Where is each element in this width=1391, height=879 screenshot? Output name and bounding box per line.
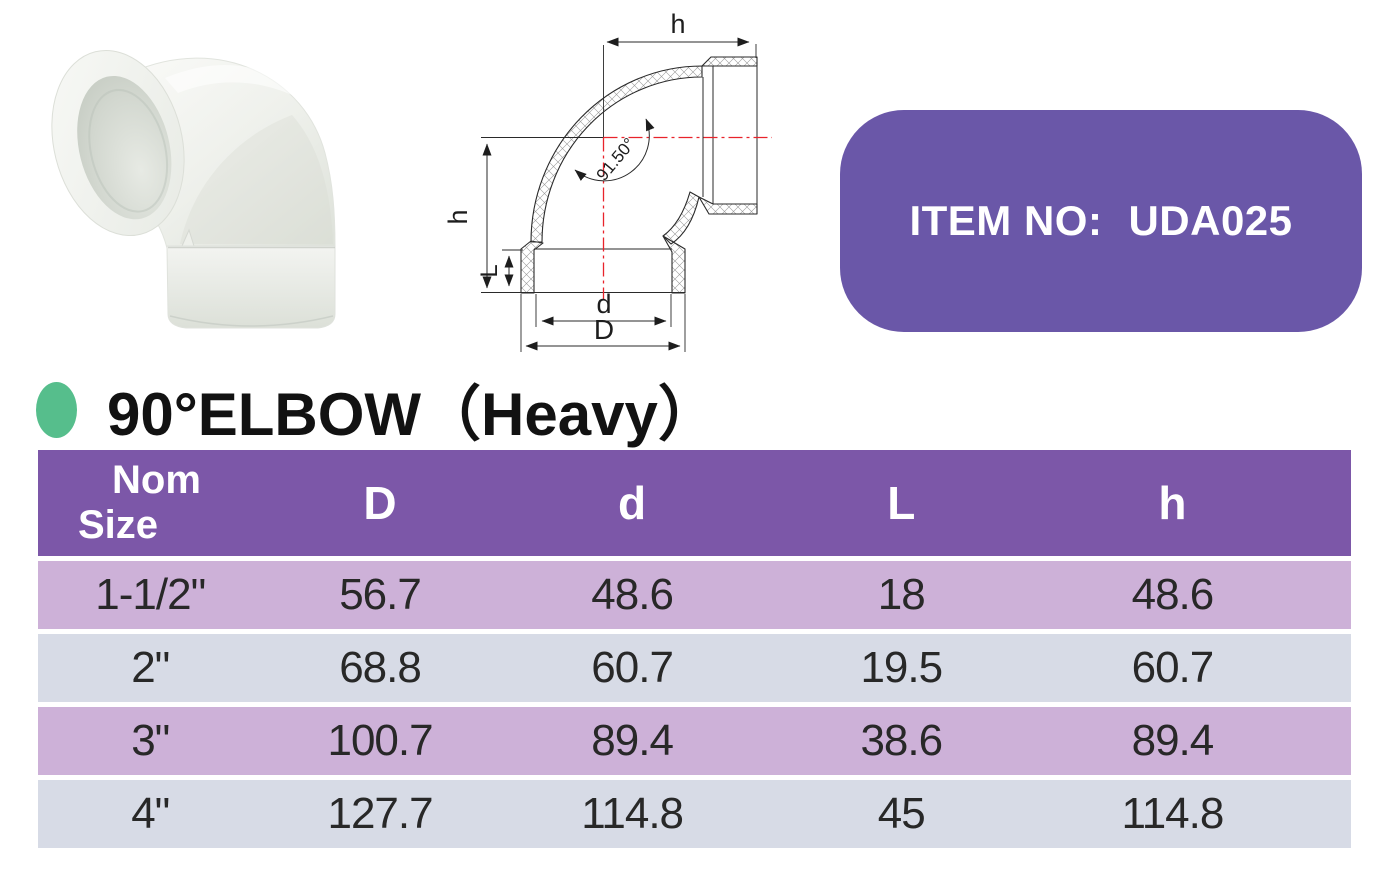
socket-top-wall <box>701 56 758 67</box>
cell-d: 114.8 <box>581 789 684 838</box>
cell-L: 45 <box>877 789 926 838</box>
table-row: 4" 127.7 114.8 45 114.8 <box>38 780 1351 848</box>
dim-label-d: d <box>596 289 611 319</box>
table-header-row: Nom Size D d L h <box>38 450 1351 556</box>
item-number-badge: ITEM NO: UDA025 <box>840 110 1362 332</box>
bell-left-wall <box>520 240 544 294</box>
product-photo <box>30 18 352 348</box>
cell-D: 56.7 <box>339 570 422 619</box>
cell-d: 60.7 <box>591 643 674 692</box>
cell-d: 48.6 <box>591 570 674 619</box>
dimensions-table: Nom Size D d L h 1-1/2" 56.7 48.6 18 48.… <box>38 450 1351 848</box>
table-row: 3" 100.7 89.4 38.6 89.4 <box>38 707 1351 775</box>
cell-h: 89.4 <box>1131 716 1215 765</box>
cell-L: 38.6 <box>860 716 943 765</box>
angle-label: 91.50° <box>593 134 639 184</box>
cell-d: 89.4 <box>591 716 674 765</box>
dim-label-D: D <box>594 314 614 345</box>
cell-D: 127.7 <box>327 789 433 838</box>
section-title-row: 90°ELBOW（Heavy） <box>36 366 718 453</box>
col-header-L: L <box>887 477 916 529</box>
col-header-D: D <box>363 477 397 529</box>
inner-bend-wall <box>662 191 700 245</box>
cell-h: 114.8 <box>1121 789 1225 838</box>
cell-nom-size: 4" <box>131 789 170 838</box>
cell-nom-size: 3" <box>131 716 170 765</box>
col-header-nom: Nom <box>112 458 201 503</box>
socket-bottom-wall <box>698 196 758 215</box>
page-title: 90°ELBOW（Heavy） <box>107 381 718 448</box>
dim-label-h-left: h <box>443 209 473 224</box>
technical-drawing: h h L d D 91.50° <box>440 0 842 362</box>
cell-nom-size: 1-1/2" <box>95 570 206 619</box>
elbow-cross-section: h h L d D 91.50° <box>443 9 772 352</box>
cell-L: 19.5 <box>860 643 943 692</box>
item-number-value: UDA025 <box>1128 197 1293 244</box>
dim-label-L: L <box>476 264 503 277</box>
cell-h: 60.7 <box>1131 643 1215 692</box>
outer-arc-wall <box>530 65 703 243</box>
table-row: 2" 68.8 60.7 19.5 60.7 <box>38 634 1351 702</box>
cell-L: 18 <box>877 570 926 619</box>
col-header-d: d <box>618 477 647 529</box>
table-row: 1-1/2" 56.7 48.6 18 48.6 <box>38 561 1351 629</box>
dim-label-h-top: h <box>670 9 685 39</box>
bullet-icon <box>36 381 77 438</box>
elbow-3d-image <box>51 49 336 329</box>
angle-arc <box>574 118 655 182</box>
item-number-label: ITEM NO: <box>909 197 1103 244</box>
col-header-h: h <box>1158 477 1187 529</box>
cell-D: 68.8 <box>339 643 422 692</box>
col-header-nom-size: Nom Size <box>38 450 263 556</box>
col-header-size: Size <box>78 503 159 547</box>
bell-right-wall <box>662 235 686 294</box>
cell-nom-size: 2" <box>131 643 170 692</box>
cell-h: 48.6 <box>1131 570 1215 619</box>
cell-D: 100.7 <box>327 716 433 765</box>
